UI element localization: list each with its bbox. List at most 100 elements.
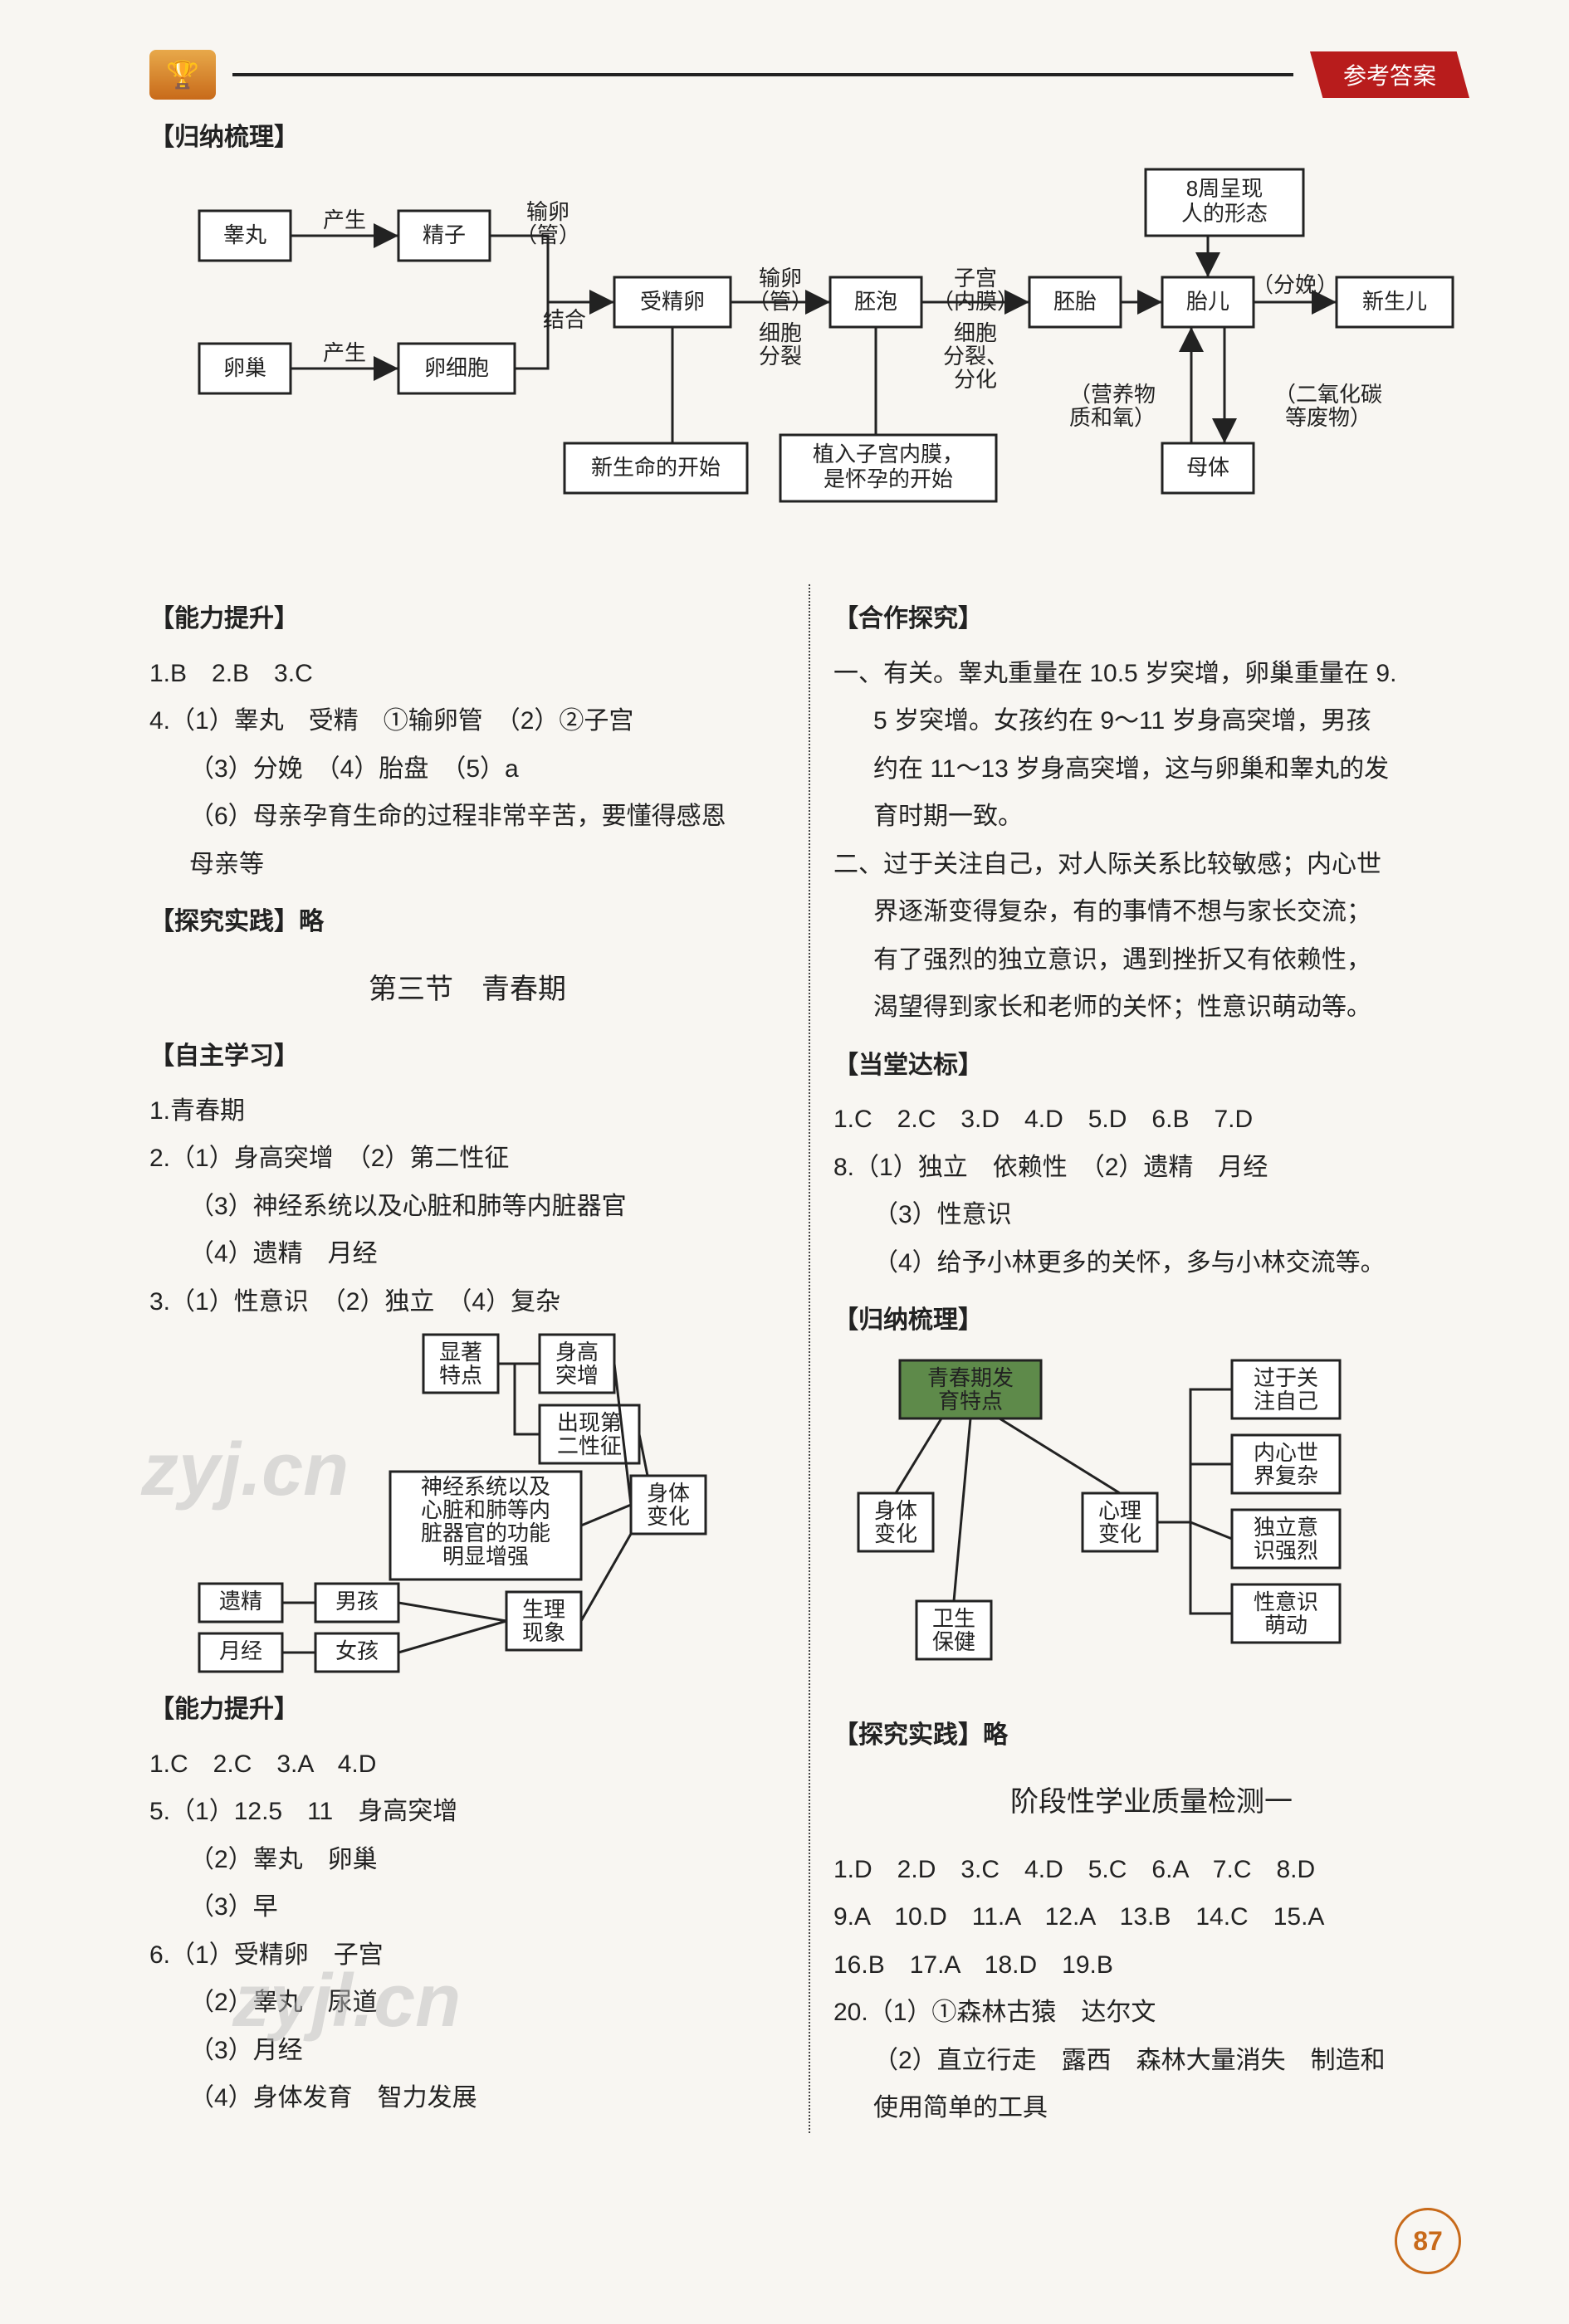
svg-text:（营养物: （营养物	[1069, 382, 1156, 407]
node-8zhou-l2: 人的形态	[1181, 201, 1268, 226]
zizhu-1: 1.青春期	[149, 1088, 785, 1135]
hz-5: 二、过于关注自己，对人际关系比较敏感；内心世	[833, 842, 1469, 888]
svg-text:细胞: 细胞	[759, 320, 802, 345]
node-xinming: 新生命的开始	[591, 455, 721, 480]
node-jingzi: 精子	[423, 222, 466, 247]
svg-text:变化: 变化	[1098, 1521, 1141, 1546]
svg-text:识强烈: 识强烈	[1254, 1538, 1318, 1563]
d3-svg: 青春期发 育特点 身体变化 卫生保健 心理变化 过于关注自己 内心世界复杂 独立…	[833, 1352, 1464, 1701]
node-xinsheng: 新生儿	[1362, 289, 1427, 314]
svg-text:独立意: 独立意	[1254, 1515, 1318, 1540]
svg-text:（内膜）: （内膜）	[932, 289, 1019, 314]
left-nengli-5: 母亲等	[149, 842, 785, 888]
node-taier: 胎儿	[1186, 289, 1229, 314]
node-zhiru-l2: 是怀孕的开始	[824, 466, 953, 491]
svg-text:现象: 现象	[522, 1620, 565, 1645]
svg-text:遗精: 遗精	[219, 1589, 262, 1614]
dt-3: （3）性意识	[833, 1192, 1469, 1238]
left-nengli-2: 4.（1）睾丸 受精 ①输卵管 （2）②子宫	[149, 698, 785, 745]
diagram-puberty-left: 显著特点 身高突增 出现第二性征 神经系统以及 心脏和肺等内 脏器官的功能 明显…	[149, 1326, 785, 1675]
right-column: 【合作探究】 一、有关。睾丸重量在 10.5 岁突增，卵巢重量在 9. 5 岁突…	[809, 584, 1469, 2133]
svg-text:特点: 特点	[439, 1363, 482, 1388]
svg-text:产生: 产生	[323, 340, 366, 365]
svg-text:等废物）: 等废物）	[1285, 405, 1371, 430]
node-luanchao: 卵巢	[223, 355, 266, 380]
node-8zhou-l1: 8周呈现	[1186, 176, 1263, 201]
header-tab: 参考答案	[1310, 51, 1469, 98]
page-header: 🏆 参考答案	[149, 50, 1469, 100]
hz-2: 5 岁突增。女孩约在 9～11 岁身高突增，男孩	[833, 698, 1469, 745]
svg-text:育特点: 育特点	[938, 1389, 1003, 1413]
diagram-reproduction-flow: 睾丸 精子 卵巢 卵细胞 受精卵 胚泡 胚胎 胎儿 新生儿 8周呈现 人的形态 …	[149, 161, 1469, 559]
svg-text:（分娩）: （分娩）	[1252, 272, 1338, 297]
left-nengli-1: 1.B 2.B 3.C	[149, 651, 785, 697]
right-sub-title: 阶段性学业质量检测一	[833, 1776, 1469, 1828]
svg-text:变化: 变化	[874, 1521, 917, 1546]
jc-6: 使用简单的工具	[833, 2085, 1469, 2131]
node-muti: 母体	[1186, 455, 1229, 480]
svg-text:心理: 心理	[1098, 1498, 1141, 1523]
left-nengli2-title: 【能力提升】	[149, 1687, 785, 1733]
svg-text:过于关: 过于关	[1254, 1365, 1318, 1390]
page-number: 87	[1395, 2208, 1461, 2274]
node-shoujingluan: 受精卵	[640, 289, 705, 314]
svg-text:青春期发: 青春期发	[927, 1365, 1014, 1390]
node-luanxibao: 卵细胞	[424, 355, 489, 380]
svg-text:产生: 产生	[323, 208, 366, 232]
node-peitai: 胚胎	[1053, 289, 1097, 314]
left-nengli-title: 【能力提升】	[149, 596, 785, 642]
dt-4: （4）给予小林更多的关怀，多与小林交流等。	[833, 1240, 1469, 1286]
svg-text:（管）: （管）	[516, 222, 580, 247]
n2-4: （3）早	[149, 1884, 785, 1931]
left-sub-title: 第三节 青春期	[149, 964, 785, 1016]
svg-text:男孩: 男孩	[335, 1589, 379, 1614]
zizhu-3: （3）神经系统以及心脏和肺等内脏器官	[149, 1184, 785, 1230]
d1-nodes: 睾丸 精子 卵巢 卵细胞 受精卵 胚泡 胚胎 胎儿 新生儿 8周呈现 人的形态 …	[199, 169, 1453, 501]
svg-text:女孩: 女孩	[335, 1638, 379, 1663]
svg-text:心脏和肺等内: 心脏和肺等内	[421, 1497, 550, 1522]
svg-text:变化: 变化	[647, 1504, 690, 1529]
jc-3: 16.B 17.A 18.D 19.B	[833, 1942, 1469, 1989]
node-zhiru-l1: 植入子宫内膜，	[813, 442, 964, 466]
left-zizhu-title: 【自主学习】	[149, 1033, 785, 1080]
hz-3: 约在 11～13 岁身高突增，这与卵巢和睾丸的发	[833, 746, 1469, 793]
svg-text:界复杂: 界复杂	[1254, 1463, 1318, 1488]
header-rule	[232, 73, 1293, 76]
svg-text:明显增强: 明显增强	[442, 1544, 529, 1569]
diagram-puberty-right: 青春期发 育特点 身体变化 卫生保健 心理变化 过于关注自己 内心世界复杂 独立…	[833, 1352, 1469, 1701]
svg-text:显著: 显著	[439, 1340, 482, 1365]
svg-text:身体: 身体	[874, 1498, 917, 1523]
left-nengli-4: （6）母亲孕育生命的过程非常辛苦，要懂得感恩	[149, 793, 785, 840]
n2-6: （2）睾丸 尿道	[149, 1980, 785, 2026]
right-dangtang-title: 【当堂达标】	[833, 1042, 1469, 1089]
svg-text:质和氧）: 质和氧）	[1069, 405, 1156, 430]
svg-text:突增: 突增	[555, 1363, 599, 1388]
svg-text:二性征: 二性征	[557, 1433, 622, 1458]
left-nengli-3: （3）分娩 （4）胎盘 （5）a	[149, 746, 785, 793]
hz-1: 一、有关。睾丸重量在 10.5 岁突增，卵巢重量在 9.	[833, 651, 1469, 697]
jc-2: 9.A 10.D 11.A 12.A 13.B 14.C 15.A	[833, 1894, 1469, 1941]
svg-text:分裂: 分裂	[759, 344, 802, 369]
zizhu-2: 2.（1）身高突增 （2）第二性征	[149, 1135, 785, 1182]
hz-7: 有了强烈的独立意识，遇到挫折又有依赖性，	[833, 937, 1469, 984]
n2-8: （4）身体发育 智力发展	[149, 2075, 785, 2121]
n2-1: 1.C 2.C 3.A 4.D	[149, 1741, 785, 1788]
svg-text:输卵: 输卵	[526, 199, 569, 224]
node-gaowan: 睾丸	[223, 222, 266, 247]
right-guina-title: 【归纳梳理】	[833, 1297, 1469, 1344]
svg-text:卫生: 卫生	[932, 1606, 975, 1631]
hz-8: 渴望得到家长和老师的关怀；性意识萌动等。	[833, 984, 1469, 1031]
svg-text:分化: 分化	[954, 367, 997, 392]
zizhu-4: （4）遗精 月经	[149, 1231, 785, 1277]
n2-2: 5.（1）12.5 11 身高突增	[149, 1789, 785, 1835]
left-tanjiu-title: 【探究实践】略	[149, 899, 785, 945]
svg-text:身高: 身高	[555, 1340, 599, 1365]
svg-text:输卵: 输卵	[759, 266, 802, 290]
svg-text:出现第: 出现第	[557, 1410, 622, 1435]
svg-text:性意识: 性意识	[1254, 1589, 1318, 1614]
svg-text:身体: 身体	[647, 1481, 690, 1506]
jc-5: （2）直立行走 露西 森林大量消失 制造和	[833, 2038, 1469, 2084]
n2-3: （2）睾丸 卵巢	[149, 1837, 785, 1883]
svg-text:脏器官的功能: 脏器官的功能	[421, 1521, 550, 1545]
dt-2: 8.（1）独立 依赖性 （2）遗精 月经	[833, 1145, 1469, 1191]
